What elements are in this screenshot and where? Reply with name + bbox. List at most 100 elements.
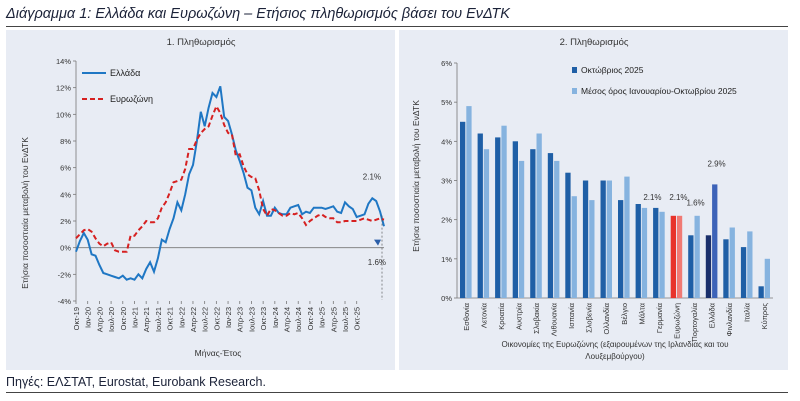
bar-chart-xlabel-line1: Οικονομίες της Ευρωζώνης (εξαιρουμένων τ…	[502, 340, 729, 349]
bar-category-label: Πορτογαλία	[690, 302, 699, 341]
bar-average-2025	[571, 196, 577, 298]
bar-october-2025	[565, 172, 571, 298]
bar-october-2025	[723, 239, 729, 299]
bar-average-2025	[466, 106, 472, 298]
line-chart-xtick-label: Ιουλ-21	[154, 307, 163, 332]
bar-category-label: Ελλάδα	[708, 302, 717, 328]
line-chart-ytick-label: 12%	[56, 84, 71, 93]
bar-category-label: Σλοβακία	[532, 302, 541, 334]
line-chart-xtick-label: Ιαν-25	[318, 307, 327, 328]
bar-category-label: Φινλανδία	[725, 302, 734, 336]
bar-october-2025	[635, 204, 641, 298]
bar-october-2025	[495, 137, 501, 298]
line-chart-ytick-label: 2%	[60, 217, 71, 226]
line-chart-ytick-label: -2%	[58, 270, 72, 279]
bar-average-2025	[624, 176, 630, 298]
bar-october-2025	[688, 235, 694, 298]
line-chart-xtick-label: Απρ-21	[142, 307, 151, 332]
line-chart-xtick-label: Απρ-23	[236, 307, 245, 332]
source-note: Πηγές: ΕΛΣΤΑΤ, Eurostat, Eurobank Resear…	[6, 375, 266, 389]
bar-october-2025	[477, 133, 483, 298]
line-chart-xtick-label: Απρ-20	[95, 307, 104, 332]
line-series-greece	[75, 85, 385, 281]
line-chart-xtick-label: Ιαν-20	[84, 307, 93, 328]
line-chart-xtick-label: Απρ-24	[283, 307, 292, 332]
bar-october-2025	[653, 207, 659, 298]
bar-average-2025	[641, 207, 648, 298]
bar-average-2025	[729, 227, 735, 298]
legend-avg-label: Μέσος όρος Ιανουαρίου-Οκτωβρίου 2025	[581, 86, 737, 96]
bar-chart-ytick-label: 4%	[441, 137, 452, 146]
line-chart-xtick-label: Ιαν-24	[271, 307, 280, 328]
annotation-eurozone-value: 2.1%	[363, 173, 381, 182]
bar-average-2025	[659, 211, 665, 298]
bar-average-2025	[554, 160, 560, 298]
line-chart-xtick-label: Ιουλ-22	[201, 307, 210, 332]
line-chart-panel: 1. Πληθωρισμός Ετήσια ποσοστιαία μεταβολ…	[6, 30, 395, 370]
bar-average-2025	[694, 215, 700, 299]
bar-chart-ytick-label: 1%	[441, 255, 452, 264]
line-chart-xlabel: Μήνας-Έτος	[195, 348, 242, 358]
annotation-greece-avg: 2.9%	[707, 159, 725, 168]
bar-chart-ytick-label: 6%	[441, 59, 452, 68]
bar-category-label: Ευρωζώνη	[672, 303, 681, 339]
bar-average-2025	[483, 149, 490, 298]
legend-oct-label: Οκτώβριος 2025	[581, 65, 644, 75]
bar-october-2025	[600, 180, 606, 298]
bar-category-label: Κροατία	[497, 302, 506, 329]
line-chart-xtick-label: Ιουλ-24	[294, 307, 303, 332]
line-chart-xtick-label: Οκτ-24	[306, 307, 315, 330]
bar-average-2025	[747, 231, 753, 298]
bar-chart-title: 2. Πληθωρισμός	[560, 37, 629, 48]
line-chart-xtick-label: Απρ-25	[329, 307, 338, 332]
bottom-rule	[6, 392, 788, 393]
bar-chart-ytick-label: 3%	[441, 177, 452, 186]
line-chart-ytick-label: 10%	[56, 110, 71, 119]
bar-average-2025	[676, 215, 683, 299]
bar-category-label: Λιθουανία	[550, 302, 559, 336]
line-chart-xtick-label: Οκτ-21	[166, 307, 175, 330]
bar-category-label: Μάλτα	[637, 302, 646, 324]
bar-category-label: Βέλγιο	[620, 303, 629, 325]
bar-october-2025	[547, 153, 554, 298]
bar-average-2025	[589, 200, 595, 298]
figure-title: Διάγραμμα 1: Ελλάδα και Ευρωζώνη – Ετήσι…	[6, 6, 510, 22]
bar-average-2025	[606, 180, 612, 298]
bar-october-2025	[618, 200, 624, 298]
line-chart: 1. Πληθωρισμός Ετήσια ποσοστιαία μεταβολ…	[20, 37, 386, 358]
bar-chart-ytick-label: 5%	[441, 98, 452, 107]
line-chart-xtick-label: Οκτ-25	[353, 307, 362, 330]
bar-category-label: Κύπρος	[760, 303, 769, 330]
legend-eurozone-label: Ευρωζώνη	[110, 94, 153, 104]
line-chart-xtick-label: Ιαν-23	[224, 307, 233, 328]
annotation-greece-oct: 1.6%	[686, 198, 704, 207]
bar-october-2025	[758, 286, 764, 299]
line-chart-xtick-label: Ιουλ-23	[247, 307, 256, 332]
bar-chart-ytick-label: 0%	[441, 294, 452, 303]
bar-average-2025	[536, 133, 542, 298]
bar-chart: 2. Πληθωρισμός Ετήσια ποσοστιαία μεταβολ…	[411, 37, 773, 361]
line-chart-xtick-label: Οκτ-20	[119, 307, 128, 330]
bar-average-2025	[764, 258, 770, 298]
line-chart-xtick-label: Οκτ-22	[212, 307, 221, 330]
line-chart-ytick-label: -4%	[58, 297, 72, 306]
line-chart-ytick-label: 4%	[60, 190, 71, 199]
annotation-greece-value: 1.6%	[368, 258, 386, 267]
legend-oct-swatch	[572, 67, 577, 73]
bar-october-2025	[512, 141, 518, 298]
bar-category-label: Ολλανδία	[602, 302, 611, 334]
line-chart-ytick-label: 6%	[60, 164, 71, 173]
line-chart-ytick-label: 8%	[60, 137, 71, 146]
annotation-eurozone-avg: 2.1%	[669, 193, 687, 202]
legend-greece-label: Ελλάδα	[110, 68, 140, 78]
line-chart-xtick-label: Ιουλ-25	[341, 307, 350, 332]
bar-category-label: Λετονία	[479, 302, 488, 328]
bar-october-2025	[670, 215, 676, 299]
annotation-arrow	[374, 239, 381, 246]
line-chart-ytick-label: 0%	[60, 244, 71, 253]
bar-october-2025	[460, 121, 466, 299]
line-chart-xtick-label: Ιουλ-20	[107, 307, 116, 332]
bar-category-label: Αυστρία	[514, 302, 523, 330]
bar-average-2025	[518, 160, 525, 298]
bar-category-label: Ισπανία	[567, 302, 576, 329]
